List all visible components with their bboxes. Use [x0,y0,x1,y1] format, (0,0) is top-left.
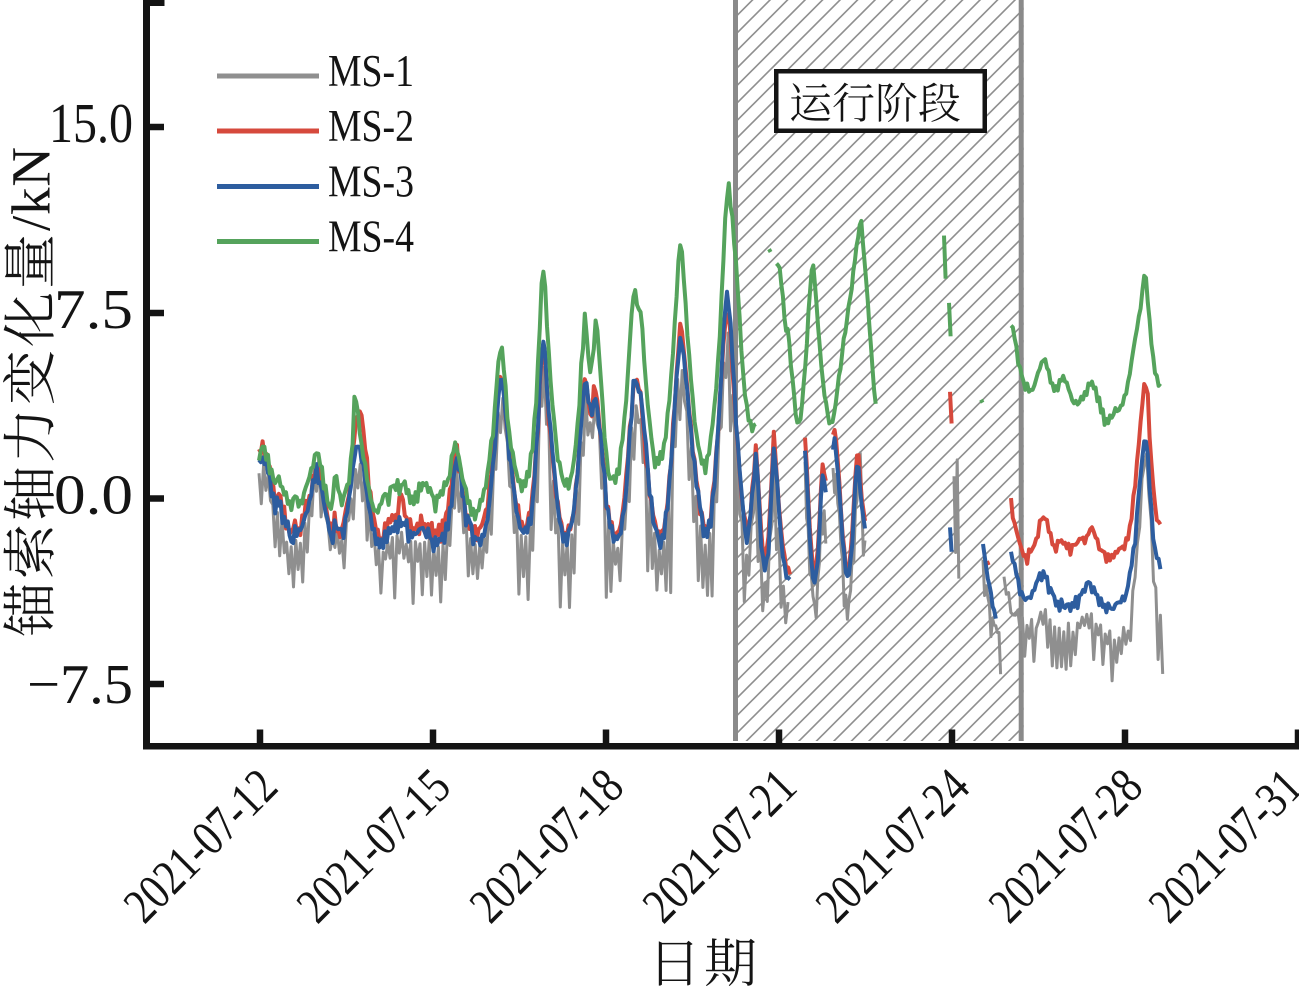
svg-text:0.0: 0.0 [54,465,133,527]
svg-text:MS-1: MS-1 [328,46,414,96]
svg-text:7.5: 7.5 [54,279,133,341]
svg-text:−7.5: −7.5 [27,654,133,716]
svg-text:MS-4: MS-4 [328,211,414,261]
svg-text:/kN: /kN [1,147,62,231]
svg-text:2021-07-15: 2021-07-15 [285,758,460,933]
svg-text:MS-3: MS-3 [328,156,414,206]
svg-text:2021-07-24: 2021-07-24 [804,758,979,933]
svg-text:2021-07-12: 2021-07-12 [112,758,287,933]
svg-text:2021-07-21: 2021-07-21 [631,758,806,933]
svg-text:MS-2: MS-2 [328,101,414,151]
svg-text:2021-07-18: 2021-07-18 [458,758,633,933]
svg-text:2021-07-31: 2021-07-31 [1137,758,1299,933]
svg-text:15.0: 15.0 [49,93,133,155]
svg-text:2021-07-28: 2021-07-28 [977,758,1152,933]
